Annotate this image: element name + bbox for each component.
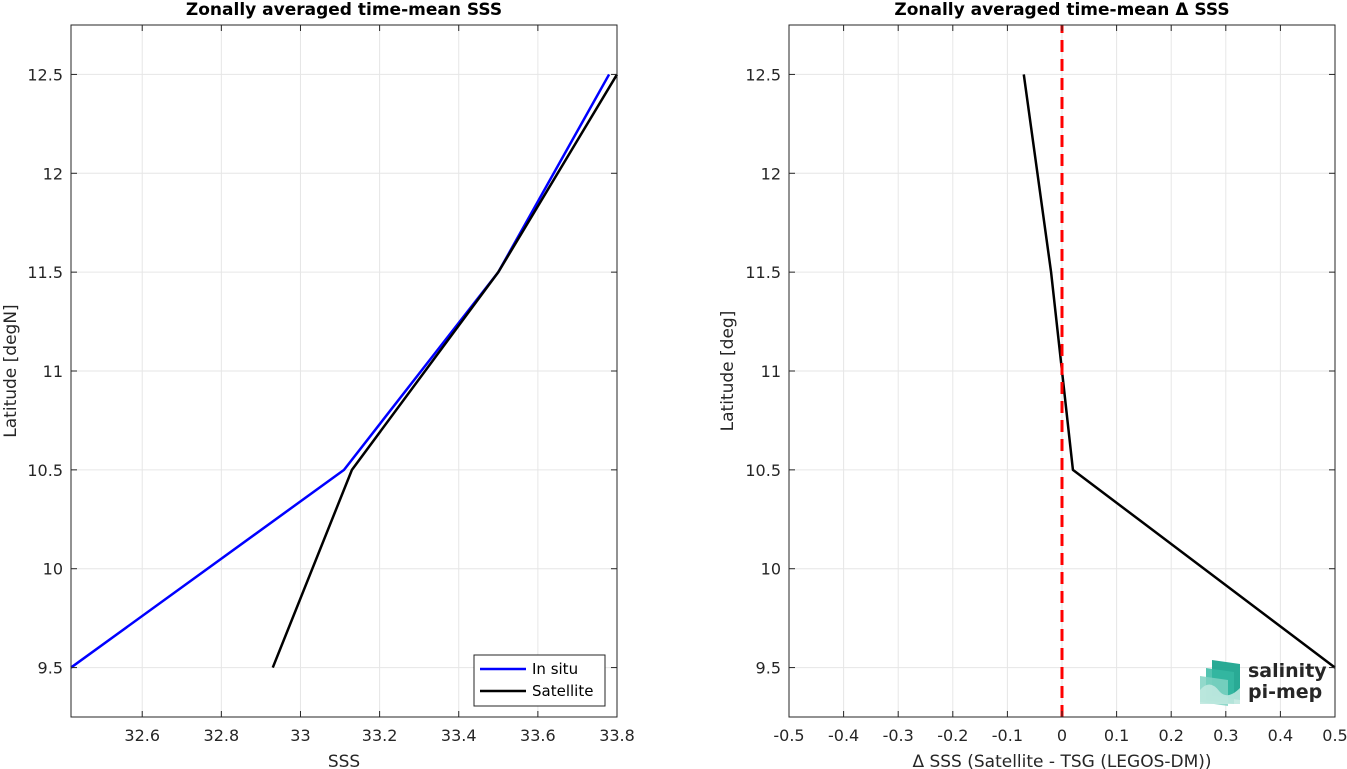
x-tick-label: 0.4: [1268, 726, 1293, 745]
y-tick-label: 11.5: [745, 263, 781, 282]
logo-text-pi-mep: pi-mep: [1248, 681, 1322, 703]
logo-text-salinity: salinity: [1248, 660, 1327, 682]
y-axis-label: Latitude [degN]: [1, 304, 21, 437]
y-tick-label: 10.5: [27, 461, 63, 480]
y-axis-label: Latitude [deg]: [718, 311, 738, 432]
x-tick-label: -0.4: [828, 726, 859, 745]
x-tick-label: 0: [1057, 726, 1067, 745]
x-axis-label: SSS: [328, 752, 360, 769]
x-tick-label: 32.8: [204, 726, 240, 745]
chart-title: Zonally averaged time-mean SSS: [186, 0, 502, 20]
y-tick-label: 9.5: [38, 659, 63, 678]
y-tick-label: 10: [43, 560, 63, 579]
x-tick-label: 33: [290, 726, 310, 745]
legend-box: [473, 654, 606, 707]
y-tick-label: 10: [761, 560, 781, 579]
x-tick-label: 0.5: [1322, 726, 1347, 745]
y-tick-label: 11.5: [27, 263, 63, 282]
y-tick-label: 12.5: [745, 65, 781, 84]
legend: In situ Satellite: [473, 654, 606, 707]
legend-label: Satellite: [532, 682, 593, 700]
y-tick-label: 12: [761, 164, 781, 183]
y-tick-label: 12: [43, 164, 63, 183]
x-tick-label: 33.4: [441, 726, 477, 745]
series-line-in-situ: [70, 73, 611, 669]
x-tick-label: -0.1: [992, 726, 1023, 745]
x-tick-label: 0.3: [1213, 726, 1238, 745]
y-tick-label: 11: [43, 362, 63, 381]
y-tick-label: 12.5: [27, 65, 63, 84]
chart-title: Zonally averaged time-mean Δ SSS: [894, 0, 1229, 20]
x-tick-label: -0.5: [773, 726, 804, 745]
x-tick-label: -0.2: [937, 726, 968, 745]
legend-label: In situ: [532, 660, 578, 678]
x-tick-label: 33.8: [599, 726, 635, 745]
salinity-pi-mep-logo: salinity pi-mep: [1200, 660, 1327, 706]
x-tick-label: 33.2: [362, 726, 398, 745]
x-tick-label: 32.6: [124, 726, 160, 745]
x-tick-label: -0.3: [883, 726, 914, 745]
x-tick-label: 0.1: [1104, 726, 1129, 745]
y-tick-label: 11: [761, 362, 781, 381]
y-tick-label: 10.5: [745, 461, 781, 480]
y-tick-label: 9.5: [756, 659, 781, 678]
series-line-satellite: [271, 73, 619, 669]
sss-panel: 32.6 32.8 33 33.2 33.4 33.6 33.8 9.5 10 10.5 11 11.…: [1, 0, 635, 769]
x-tick-label: 0.2: [1158, 726, 1183, 745]
x-tick-label: 33.6: [520, 726, 556, 745]
logo-waves-icon: [1200, 660, 1240, 706]
delta-sss-panel: -0.5 -0.4 -0.3 -0.2 -0.1 0 0.1 0.2 0.3 0.4 0.5 9.5 1…: [718, 0, 1347, 769]
x-axis-label: Δ SSS (Satellite - TSG (LEGOS-DM)): [912, 752, 1211, 769]
